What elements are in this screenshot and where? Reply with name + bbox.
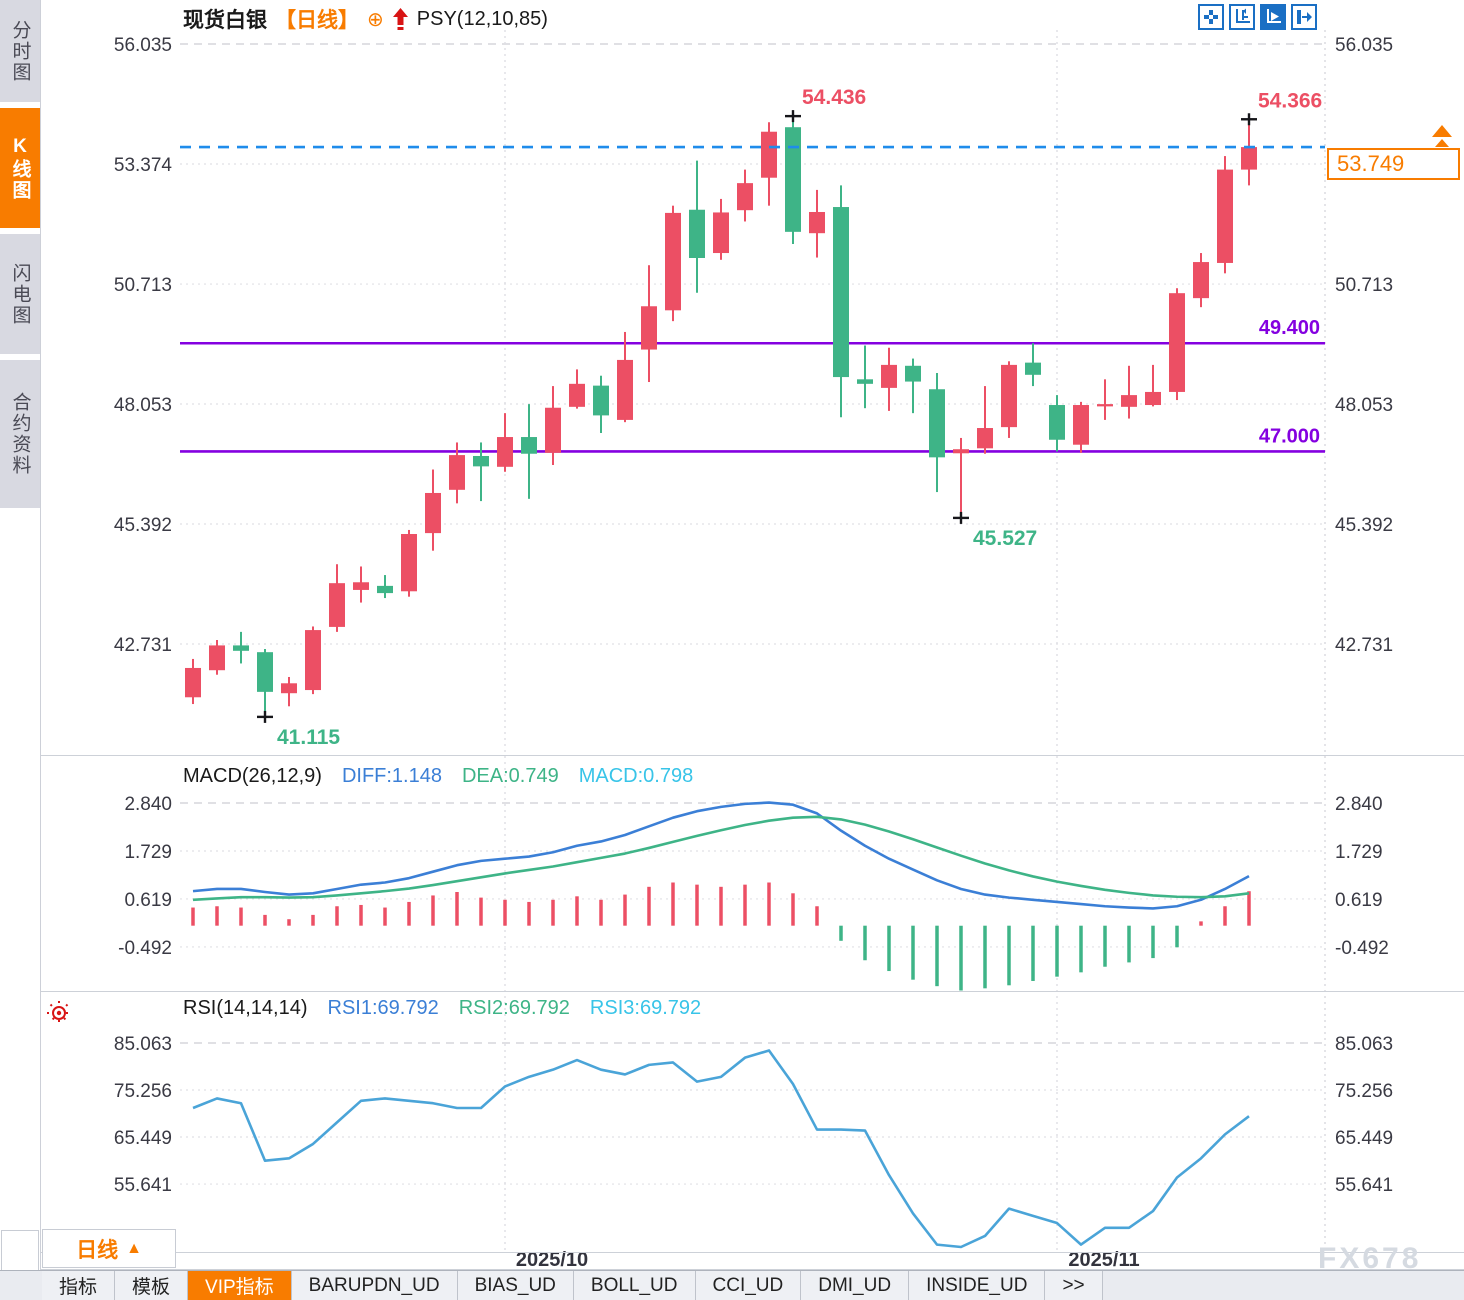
candlestick-series xyxy=(185,116,1257,717)
svg-text:65.449: 65.449 xyxy=(1335,1128,1393,1149)
current-price-value: 53.749 xyxy=(1337,151,1405,176)
sidebar-item-kline-chart[interactable]: K线图 xyxy=(0,108,40,228)
bottom-tab-9[interactable]: INSIDE_UD xyxy=(909,1271,1046,1300)
month-markers: 2025/10 2025/11 xyxy=(504,30,1140,1271)
bottom-tab-10[interactable]: >> xyxy=(1045,1271,1103,1300)
svg-text:56.035: 56.035 xyxy=(1335,35,1393,56)
svg-text:0.619: 0.619 xyxy=(124,890,172,911)
svg-text:45.392: 45.392 xyxy=(114,515,172,536)
svg-text:45.392: 45.392 xyxy=(1335,515,1393,536)
period-selector[interactable]: 日线 ▲ xyxy=(42,1229,176,1268)
bottom-tab-2[interactable]: 模板 xyxy=(115,1271,189,1300)
period-tag[interactable]: 【日线】 xyxy=(275,9,359,32)
level-lines[interactable]: 49.400 47.000 xyxy=(180,317,1325,453)
bottom-tab-8[interactable]: DMI_UD xyxy=(801,1271,910,1300)
svg-text:55.641: 55.641 xyxy=(114,1175,172,1196)
svg-text:54.436: 54.436 xyxy=(802,86,866,109)
sidebar-item-timeline-chart[interactable]: 分时图 xyxy=(0,0,40,102)
triangle-up-icon: ▲ xyxy=(126,1239,142,1257)
svg-text:47.000: 47.000 xyxy=(1259,425,1320,447)
bottom-tab-1[interactable]: 指标 xyxy=(42,1271,116,1300)
chart-header: 现货白银 【日线】 ⊕ PSY(12,10,85) xyxy=(183,5,548,33)
svg-text:-0.492: -0.492 xyxy=(118,938,172,959)
bottom-tab-6[interactable]: BOLL_UD xyxy=(573,1271,696,1300)
sidebar: 分时图 K线图 闪电图 合约资料 xyxy=(0,0,41,1300)
auto-fit-axis-icon[interactable] xyxy=(1260,4,1286,30)
add-indicator-icon[interactable]: ⊕ xyxy=(367,8,384,31)
svg-text:85.063: 85.063 xyxy=(1335,1034,1393,1055)
sidebar-item-contract-info[interactable]: 合约资料 xyxy=(0,360,40,508)
bottom-tab-4[interactable]: BARUPDN_UD xyxy=(291,1271,458,1300)
macd-macd-value: MACD:0.798 xyxy=(578,765,694,787)
current-price-box: 53.749 xyxy=(1327,148,1460,180)
svg-text:56.035: 56.035 xyxy=(114,35,172,56)
macd-diff-line xyxy=(192,801,1250,910)
svg-text:53.374: 53.374 xyxy=(114,155,173,176)
svg-text:65.449: 65.449 xyxy=(114,1128,172,1149)
svg-text:41.115: 41.115 xyxy=(277,726,340,749)
svg-text:75.256: 75.256 xyxy=(114,1081,172,1102)
svg-text:1.729: 1.729 xyxy=(1335,842,1383,863)
macd-dea-value: DEA:0.749 xyxy=(461,765,559,787)
macd-diff-value: DIFF:1.148 xyxy=(341,765,442,787)
macd-dea-line xyxy=(192,815,1250,902)
svg-text:1.729: 1.729 xyxy=(124,842,172,863)
macd-title[interactable]: MACD(26,12,9) xyxy=(183,765,322,787)
svg-text:2.840: 2.840 xyxy=(1335,794,1383,815)
macd-histogram xyxy=(191,882,1251,991)
macd-panel-header: MACD(26,12,9) DIFF:1.148 DEA:0.749 MACD:… xyxy=(183,765,693,788)
current-price-marker xyxy=(1432,125,1452,147)
svg-text:48.053: 48.053 xyxy=(1335,395,1393,416)
up-arrow-icon xyxy=(392,8,409,30)
symbol-title: 现货白银 xyxy=(183,9,267,32)
svg-text:45.527: 45.527 xyxy=(973,527,1037,550)
bottom-tab-3[interactable]: VIP指标 xyxy=(188,1271,292,1300)
rsi-panel-header: RSI(14,14,14) RSI1:69.792 RSI2:69.792 RS… xyxy=(183,997,701,1020)
svg-text:42.731: 42.731 xyxy=(114,635,172,656)
svg-text:55.641: 55.641 xyxy=(1335,1175,1393,1196)
rsi-title[interactable]: RSI(14,14,14) xyxy=(183,997,308,1019)
chart-toolbar xyxy=(1198,4,1317,30)
price-annotations: 54.436 54.366 45.527 41.115 xyxy=(257,86,1322,749)
indicator-settings-sun-icon[interactable] xyxy=(46,1000,72,1031)
svg-text:48.053: 48.053 xyxy=(114,395,172,416)
main-grid: 56.03556.03553.37453.37450.71350.71348.0… xyxy=(114,35,1394,656)
svg-text:75.256: 75.256 xyxy=(1335,1081,1393,1102)
rsi1-value: RSI1:69.792 xyxy=(327,997,439,1019)
bottom-tab-5[interactable]: BIAS_UD xyxy=(457,1271,574,1300)
macd-grid: 2.840 2.840 1.729 1.729 0.619 0.619 -0.492 -0.4… xyxy=(118,794,1389,959)
pan-right-icon[interactable] xyxy=(1291,4,1317,30)
move-crosshair-icon[interactable] xyxy=(1198,4,1224,30)
sidebar-item-flash-chart[interactable]: 闪电图 xyxy=(0,234,40,354)
rsi2-value: RSI2:69.792 xyxy=(458,997,570,1019)
bottom-tab-bar: 指标 模板 VIP指标 BARUPDN_UD BIAS_UD BOLL_UD CCI_UD D… xyxy=(0,1270,1464,1300)
overlay-indicator-label[interactable]: PSY(12,10,85) xyxy=(416,7,548,30)
svg-text:-0.492: -0.492 xyxy=(1335,938,1389,959)
rsi3-value: RSI3:69.792 xyxy=(589,997,702,1019)
svg-text:50.713: 50.713 xyxy=(1335,275,1393,296)
svg-text:85.063: 85.063 xyxy=(114,1034,172,1055)
bottom-tab-7[interactable]: CCI_UD xyxy=(695,1271,802,1300)
rsi-grid: 85.063 85.063 75.256 75.256 65.449 65.449 55.6… xyxy=(114,1034,1393,1196)
rsi-line xyxy=(192,1049,1250,1249)
svg-text:0.619: 0.619 xyxy=(1335,890,1383,911)
svg-text:2.840: 2.840 xyxy=(124,794,172,815)
y-axis-scale-icon[interactable] xyxy=(1229,4,1255,30)
svg-text:49.400: 49.400 xyxy=(1259,317,1320,339)
svg-text:54.366: 54.366 xyxy=(1258,89,1322,112)
svg-text:50.713: 50.713 xyxy=(114,275,172,296)
x-axis-strip xyxy=(40,1252,1464,1270)
svg-text:42.731: 42.731 xyxy=(1335,635,1393,656)
